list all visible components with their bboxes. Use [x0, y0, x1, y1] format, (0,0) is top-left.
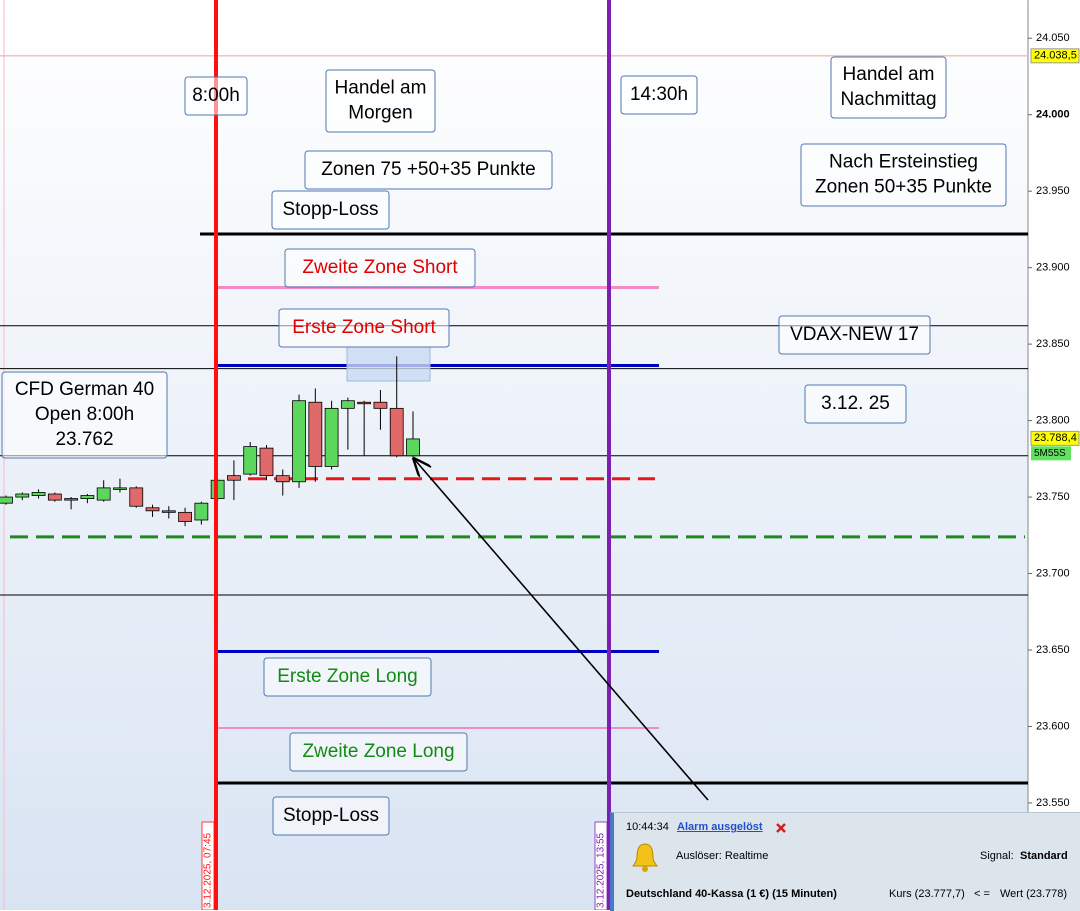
- y-tick-label: 23.700: [1036, 567, 1070, 579]
- y-tick-label: 23.650: [1036, 644, 1070, 656]
- alarm-link[interactable]: Alarm ausgelöst: [677, 821, 763, 833]
- alarm-title[interactable]: Alarm ausgelöst: [677, 821, 763, 833]
- price-marker-label: 24.038,5: [1034, 50, 1077, 62]
- annotation-box: [289, 732, 468, 772]
- annotation-text: Morgen: [348, 103, 412, 124]
- candle-body: [340, 400, 355, 409]
- annotation-text: Zweite Zone Long: [302, 741, 454, 762]
- annotation-text: Nach Ersteinstieg: [829, 152, 978, 173]
- annotation-text: Stopp-Loss: [282, 199, 378, 220]
- candle-body: [113, 487, 127, 490]
- alarm-value: Wert (23.778): [1000, 888, 1068, 900]
- candle-body: [161, 510, 176, 513]
- candle-body: [0, 496, 13, 504]
- annotation-box: [620, 75, 698, 115]
- candle-body: [259, 447, 274, 477]
- annotation-text: Handel am: [335, 78, 427, 99]
- candle-body: [406, 438, 420, 457]
- annotation-text: Stopp-Loss: [283, 805, 379, 826]
- candle-body: [357, 401, 372, 405]
- annotation-text: Zonen 75 +50+35 Punkte: [321, 159, 535, 180]
- annotation-box: [271, 190, 390, 230]
- annotation-text: 14:30h: [630, 84, 688, 105]
- annotation-text: CFD German 40: [15, 379, 154, 400]
- annotation-box: [778, 315, 931, 355]
- highlight-box: [346, 346, 431, 382]
- annotation-box: [800, 143, 1007, 207]
- alarm-operator: < =: [974, 888, 990, 900]
- alarm-signal-label: Signal:: [980, 850, 1014, 862]
- candle-body: [178, 511, 192, 522]
- time-label: 3.12.2025, 13:55: [596, 832, 607, 908]
- candle-body: [227, 475, 241, 481]
- time-label-box: [594, 821, 608, 910]
- price-marker: [1030, 430, 1080, 446]
- annotation-box: [272, 796, 390, 836]
- annotation-box: [325, 69, 436, 133]
- annotation-text: Erste Zone Short: [292, 317, 436, 338]
- price-marker: [1030, 48, 1080, 64]
- y-tick-label: 23.600: [1036, 720, 1070, 732]
- candle-body: [243, 446, 258, 475]
- annotation-text: 23.762: [55, 429, 113, 450]
- price-marker-label: 23.788,4: [1034, 432, 1077, 444]
- candle-body: [47, 493, 62, 501]
- annotation-text: 3.12. 25: [821, 393, 890, 414]
- candle-body: [194, 502, 209, 521]
- annotation-text: Open 8:00h: [35, 404, 134, 425]
- arrow: [415, 460, 709, 801]
- annotation-box: [263, 657, 432, 697]
- y-tick-label: 23.800: [1036, 414, 1070, 426]
- candle-body: [373, 401, 388, 409]
- alarm-signal: Standard: [1020, 850, 1068, 862]
- alarm-instrument: Deutschland 40-Kassa (1 €) (15 Minuten): [626, 888, 837, 900]
- candle-body: [145, 507, 160, 512]
- annotation-text: VDAX-NEW 17: [790, 324, 919, 345]
- annotation-text: Erste Zone Long: [277, 666, 417, 687]
- annotation-box: [830, 56, 947, 119]
- candle-body: [129, 487, 144, 507]
- y-tick-label: 23.950: [1036, 185, 1070, 197]
- candle-body: [31, 492, 46, 496]
- annotation-text: Zonen 50+35 Punkte: [815, 177, 992, 198]
- time-label-box: [201, 821, 215, 910]
- annotation-box: [278, 308, 450, 348]
- annotation-text: Zweite Zone Short: [302, 257, 458, 278]
- time-label: 3.12.2025, 07:45: [203, 832, 214, 908]
- y-tick-label: 24.000: [1036, 109, 1070, 121]
- annotation-text: Nachmittag: [840, 89, 936, 110]
- candle-body: [275, 475, 290, 483]
- annotation-text: Handel am: [843, 64, 935, 85]
- alarm-panel: 10:44:34 Alarm ausgelöst Auslöser: Realt…: [610, 812, 1080, 911]
- candle-body: [80, 495, 95, 499]
- y-tick-label: 23.750: [1036, 491, 1070, 503]
- annotation-text: 8:00h: [192, 85, 240, 106]
- annotation-box: [184, 76, 248, 116]
- candle-body: [308, 401, 323, 467]
- close-icon[interactable]: [776, 823, 786, 833]
- annotation-box: [284, 248, 476, 288]
- countdown: 5M55S: [1034, 448, 1066, 459]
- y-tick-label: 23.550: [1036, 797, 1070, 809]
- y-tick-label: 23.900: [1036, 262, 1070, 274]
- candle-body: [389, 407, 404, 457]
- y-tick-label: 23.850: [1036, 338, 1070, 350]
- countdown-box: [1031, 446, 1071, 461]
- y-tick-label: 24.050: [1036, 32, 1070, 44]
- annotation-box: [804, 384, 907, 424]
- alarm-time: 10:44:34: [626, 821, 669, 833]
- candle-body: [292, 400, 306, 483]
- candle-body: [64, 498, 79, 501]
- annotation-box: [304, 150, 553, 190]
- bell-icon: [632, 843, 658, 872]
- alarm-trigger: Auslöser: Realtime: [676, 850, 769, 862]
- annotation-box: [1, 371, 168, 459]
- candle-body: [324, 407, 339, 467]
- alarm-price: Kurs (23.777,7): [889, 888, 965, 900]
- candle-body: [15, 493, 30, 498]
- candle-body: [96, 487, 111, 501]
